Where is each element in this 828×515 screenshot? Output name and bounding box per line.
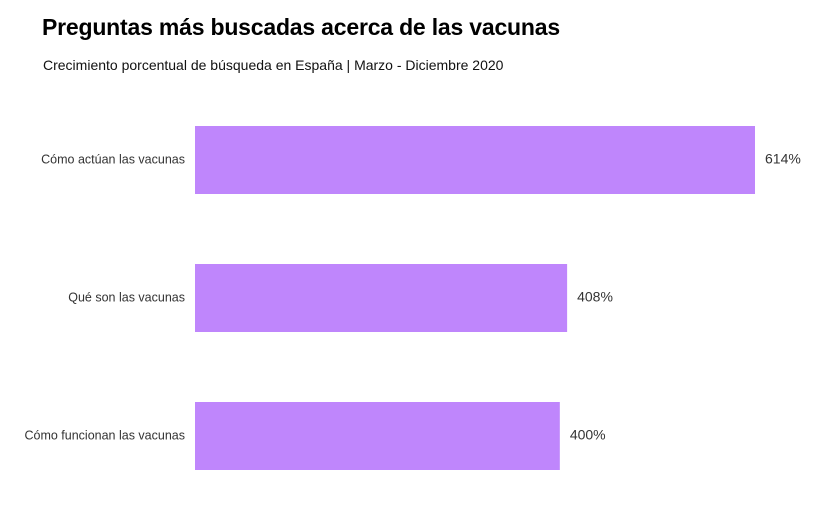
bar bbox=[195, 264, 568, 332]
bar bbox=[195, 402, 560, 470]
category-label: Qué son las vacunas bbox=[68, 290, 185, 304]
chart-title: Preguntas más buscadas acerca de las vac… bbox=[42, 14, 560, 40]
chart-subtitle: Crecimiento porcentual de búsqueda en Es… bbox=[43, 57, 504, 73]
value-label: 614% bbox=[765, 151, 801, 167]
value-label: 400% bbox=[570, 427, 606, 443]
bar bbox=[195, 126, 755, 194]
category-label: Cómo funcionan las vacunas bbox=[24, 428, 185, 442]
category-label: Cómo actúan las vacunas bbox=[41, 152, 185, 166]
value-label: 408% bbox=[577, 289, 613, 305]
